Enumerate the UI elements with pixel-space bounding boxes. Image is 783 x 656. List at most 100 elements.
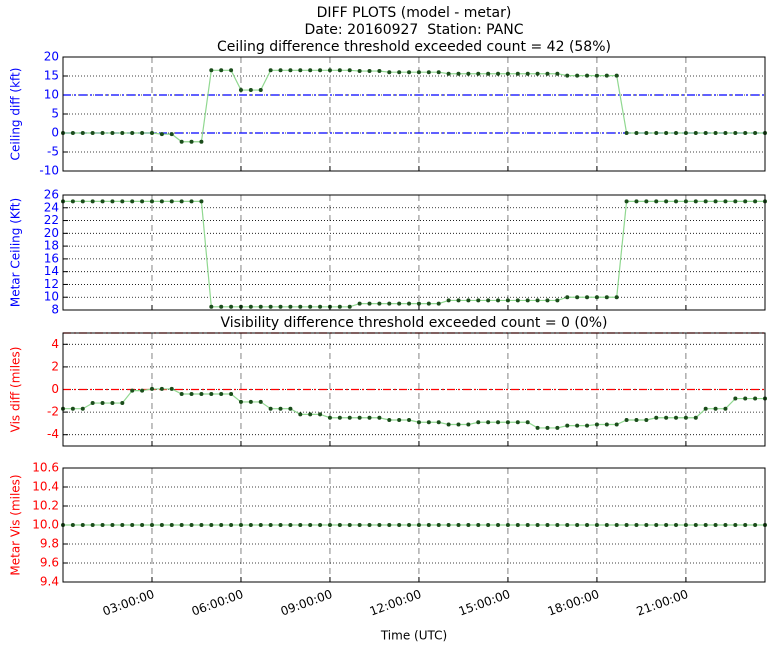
data-point [169, 523, 174, 527]
data-point [397, 523, 402, 527]
data-point [486, 71, 491, 76]
data-point [644, 523, 649, 527]
data-point [130, 131, 135, 135]
data-point [209, 68, 214, 73]
data-point [347, 68, 352, 73]
data-point [515, 71, 520, 76]
data-point [397, 301, 402, 306]
data-point [219, 392, 224, 397]
y-tick-label: -2 [47, 405, 59, 419]
data-point [248, 88, 253, 93]
data-point [426, 523, 431, 527]
data-point [476, 420, 481, 425]
data-point [209, 523, 214, 527]
data-point [585, 73, 590, 78]
data-point [555, 425, 560, 430]
data-point [476, 298, 481, 303]
data-point [436, 301, 441, 306]
data-point [229, 392, 234, 397]
data-point [604, 295, 609, 300]
data-point [179, 392, 184, 397]
data-point [100, 523, 105, 527]
data-point [120, 199, 125, 204]
data-point [100, 131, 105, 135]
data-point [733, 523, 738, 527]
data-point [278, 406, 283, 411]
data-point [664, 415, 669, 420]
data-point [604, 523, 609, 527]
data-point [683, 199, 688, 204]
data-point [318, 412, 323, 417]
data-point [397, 70, 402, 75]
data-point [693, 523, 698, 527]
data-point [624, 418, 629, 423]
data-point [753, 523, 758, 527]
data-point [80, 406, 85, 411]
data-point [525, 420, 530, 425]
data-point [110, 199, 115, 204]
data-point [634, 418, 639, 423]
data-point [535, 298, 540, 303]
chart-subtitle: Date: 20160927 Station: PANC [304, 22, 523, 38]
data-point [486, 298, 491, 303]
data-point [258, 88, 263, 93]
data-point [298, 304, 303, 309]
data-point [604, 422, 609, 427]
data-point [436, 420, 441, 425]
data-point [733, 199, 738, 204]
data-point [555, 71, 560, 76]
data-point [723, 131, 728, 135]
data-point [169, 386, 174, 391]
data-point [674, 199, 679, 204]
y-tick-label: 16 [44, 251, 59, 265]
y-tick-label: 2 [51, 359, 59, 373]
data-point [367, 69, 372, 74]
data-point [535, 523, 540, 527]
data-point [674, 415, 679, 420]
data-point [258, 523, 263, 527]
data-point [238, 88, 243, 93]
data-point [753, 396, 758, 401]
data-point [110, 131, 115, 135]
data-point [634, 523, 639, 527]
y-tick-label: 12 [44, 277, 59, 291]
data-point [733, 131, 738, 135]
data-point [703, 199, 708, 204]
data-point [179, 523, 184, 527]
data-point [229, 304, 234, 309]
data-point [308, 304, 313, 309]
data-point [308, 523, 313, 527]
data-point [90, 523, 95, 527]
data-point [149, 386, 154, 391]
data-point [496, 420, 501, 425]
data-point [238, 523, 243, 527]
data-point [377, 69, 382, 74]
data-point [347, 415, 352, 420]
data-point [130, 199, 135, 204]
axes-frame [62, 467, 766, 583]
data-point [318, 304, 323, 309]
data-point [723, 199, 728, 204]
y-tick-label: -5 [47, 145, 59, 159]
data-point [130, 523, 135, 527]
data-point [535, 425, 540, 430]
data-point [298, 523, 303, 527]
data-point [120, 523, 125, 527]
data-point [357, 523, 362, 527]
data-point [199, 523, 204, 527]
data-point [377, 415, 382, 420]
data-point [288, 304, 293, 309]
data-point [248, 304, 253, 309]
data-point [318, 68, 323, 73]
data-point [238, 399, 243, 404]
data-point [486, 523, 491, 527]
data-point [446, 523, 451, 527]
data-point [258, 399, 263, 404]
y-axis-label: Metar Ceiling (Kft) [9, 198, 23, 307]
chart-title: DIFF PLOTS (model - metar) [317, 5, 512, 21]
data-point [654, 415, 659, 420]
data-point [585, 523, 590, 527]
data-point [545, 298, 550, 303]
data-point [397, 418, 402, 423]
data-point [80, 131, 85, 135]
